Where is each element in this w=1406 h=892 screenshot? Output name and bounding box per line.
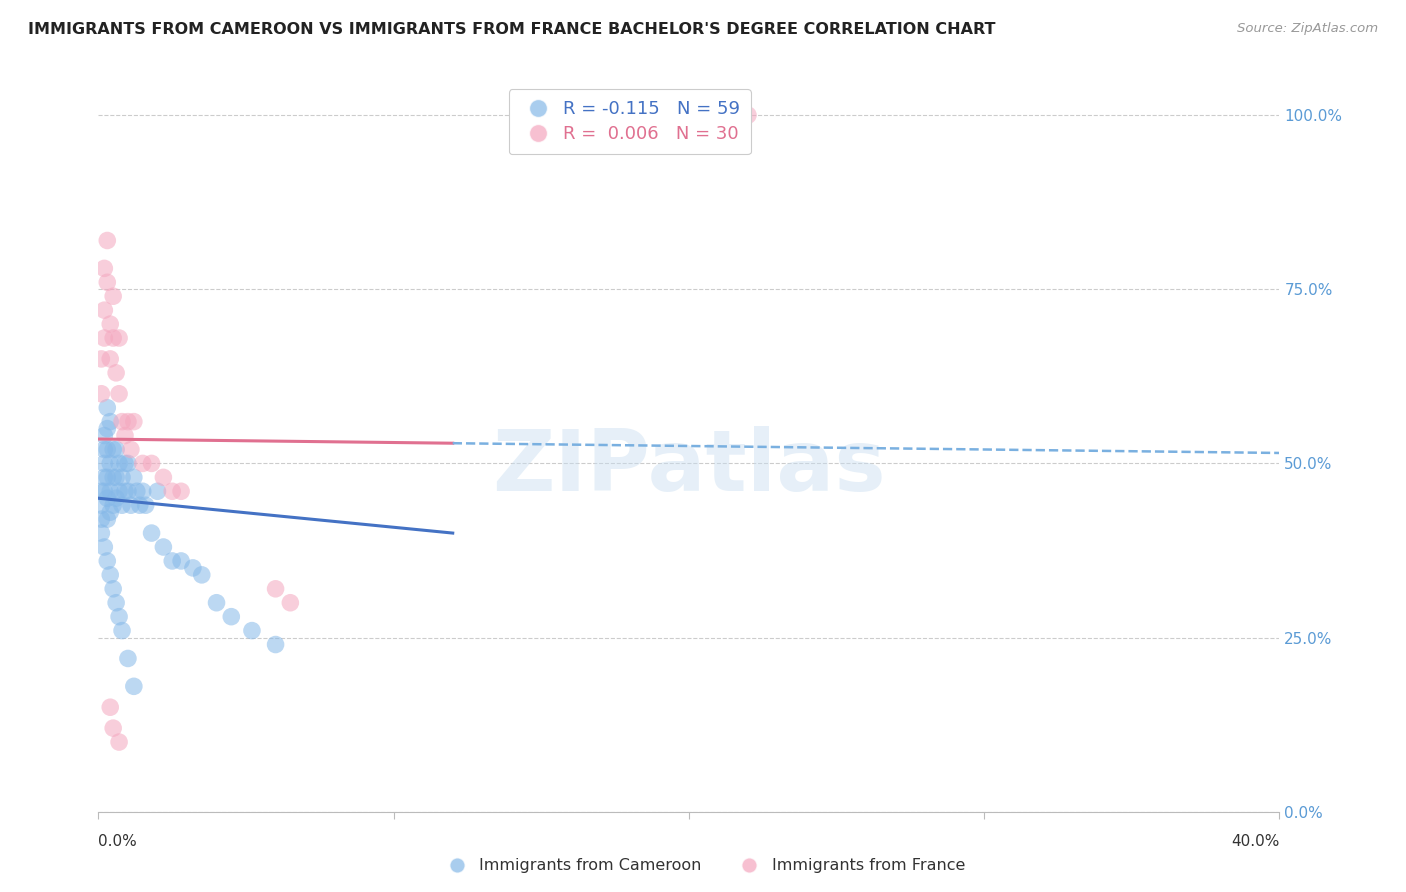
Point [146,484,169,499]
Point [181,561,204,575]
Point [117,484,139,499]
Point [122,470,145,484]
Point [170,484,193,499]
Point [278,596,302,610]
Point [93,470,115,484]
Point [108,457,131,471]
Point [120,498,142,512]
Point [93,484,115,499]
Legend: R = -0.115   N = 59, R =  0.006   N = 30: R = -0.115 N = 59, R = 0.006 N = 30 [509,89,751,154]
Point [105,491,128,506]
Point [93,331,115,345]
Point [90,386,112,401]
Point [108,386,131,401]
Point [103,721,125,735]
Point [105,366,128,380]
Point [114,457,136,471]
Point [128,498,150,512]
Legend: Immigrants from Cameroon, Immigrants from France: Immigrants from Cameroon, Immigrants fro… [434,852,972,880]
Point [114,484,136,499]
Point [108,735,131,749]
Point [96,401,118,415]
Point [90,484,112,499]
Point [96,421,118,435]
Point [162,554,183,568]
Point [90,351,112,366]
Text: 0.0%: 0.0% [98,834,138,849]
Point [114,428,136,442]
Point [122,679,145,693]
Point [108,609,131,624]
Point [117,415,139,429]
Point [90,512,112,526]
Point [105,470,128,484]
Point [93,457,115,471]
Point [191,567,214,582]
Text: IMMIGRANTS FROM CAMEROON VS IMMIGRANTS FROM FRANCE BACHELOR'S DEGREE CORRELATION: IMMIGRANTS FROM CAMEROON VS IMMIGRANTS F… [28,22,995,37]
Point [96,491,118,506]
Point [111,415,134,429]
Point [90,526,112,541]
Point [98,457,121,471]
Point [96,512,118,526]
Point [103,470,125,484]
Point [103,582,125,596]
Point [170,554,193,568]
Point [98,351,121,366]
Point [122,415,145,429]
Text: Source: ZipAtlas.com: Source: ZipAtlas.com [1237,22,1378,36]
Point [117,457,139,471]
Point [103,289,125,303]
Point [103,331,125,345]
Point [90,498,112,512]
Point [117,651,139,665]
Point [111,470,134,484]
Point [152,540,174,554]
Point [141,526,163,541]
Point [93,303,115,318]
Point [108,484,131,499]
Point [132,484,155,499]
Point [98,415,121,429]
Point [141,457,163,471]
Point [205,596,228,610]
Point [111,498,134,512]
Point [125,484,148,499]
Point [737,108,759,122]
Point [98,317,121,331]
Point [103,442,125,457]
Point [96,442,118,457]
Point [98,567,121,582]
Point [93,442,115,457]
Point [93,428,115,442]
Point [120,442,142,457]
Point [98,484,121,499]
Point [264,638,287,652]
Point [162,484,183,499]
Point [98,700,121,714]
Point [93,540,115,554]
Text: 40.0%: 40.0% [1232,834,1279,849]
Point [132,457,155,471]
Point [219,609,242,624]
Point [96,470,118,484]
Point [105,442,128,457]
Point [98,505,121,519]
Point [264,582,287,596]
Point [135,498,157,512]
Point [152,470,174,484]
Point [240,624,263,638]
Text: ZIPatlas: ZIPatlas [492,426,886,509]
Point [96,234,118,248]
Point [103,498,125,512]
Point [93,261,115,276]
Point [105,596,128,610]
Point [111,624,134,638]
Point [108,331,131,345]
Point [96,554,118,568]
Point [96,275,118,289]
